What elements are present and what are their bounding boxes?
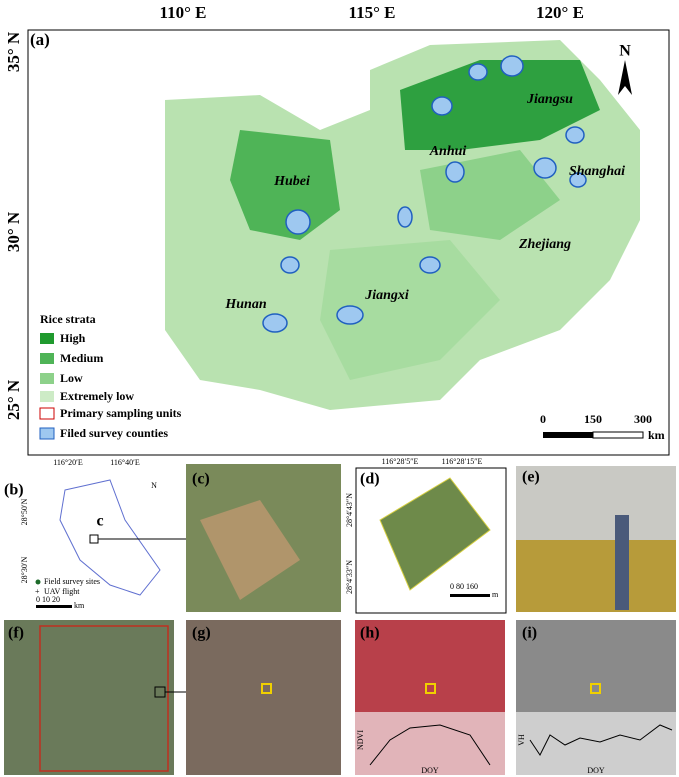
lon-label: 116°40′E [110,458,140,467]
legend-marker [35,579,41,585]
y-axis-label: VH [517,734,526,746]
scale-unit: km [74,601,85,610]
panel-c: (c) [186,464,341,612]
panel-e: (e) [516,466,676,612]
sample-box [590,683,601,694]
legend-swatch [40,333,54,344]
lat-label: 30° N [4,211,23,252]
lat-label: 28°50′N [20,498,29,525]
uav-image [379,477,491,591]
province-label: Anhui [429,144,467,159]
legend-label: Extremely low [60,389,134,403]
legend-label: Medium [60,351,103,365]
province-label: Hubei [273,174,310,189]
scale-bar [36,605,72,608]
legend-label: Primary sampling units [60,406,182,420]
panel-i: (i) VH DOY [516,620,676,775]
panel-a: (a) 110° E 115° E 120° E 35° N 30° N 25°… [4,3,670,456]
lon-label: 115° E [349,3,396,22]
region-high [400,60,600,150]
legend-label: Filed survey counties [60,426,168,440]
lon-label: 116°28′5″E [382,457,419,466]
legend-label: Field survey sites [44,577,100,586]
panel-d: (d) 116°28′5″E 116°28′15″E 28°4′43″N 28°… [345,457,507,614]
ndvi-curve [369,724,491,766]
legend-swatch [40,373,54,384]
panel-b: (b) 116°20′E 116°40′E 28°50′N 28°30′N N … [4,458,186,610]
legend-swatch [39,427,55,440]
province-label: Zhejiang [518,237,571,252]
legend-swatch [40,353,54,364]
legend-swatch [39,407,55,420]
inset-label: c [96,513,103,530]
lat-label: 25° N [4,379,23,420]
satellite-image [186,620,341,775]
study-area [39,625,169,772]
panel-label: (a) [30,30,50,49]
lon-label: 120° E [536,3,584,22]
scale-label: 150 [584,412,602,426]
legend-label: UAV flight [44,587,80,596]
rice-field [516,540,676,612]
lon-label: 116°20′E [53,458,83,467]
image-patch [200,500,300,600]
x-axis-label: DOY [587,766,605,775]
province-label: Hunan [224,297,266,312]
sample-box [261,683,272,694]
panel-label: (d) [360,471,380,488]
scale-label: 0 10 20 [36,595,60,604]
scale-bar [592,431,644,439]
north-label: N [619,43,631,60]
satellite-image [4,620,174,775]
legend-title: Rice strata [40,312,96,326]
vh-curve [529,724,673,756]
lat-label: 28°4′43″N [345,493,354,527]
panel-label: (f) [8,625,24,642]
province-label: Shanghai [569,164,625,179]
region-medium [230,130,340,240]
legend-label: High [60,331,86,345]
panel-label: (e) [522,469,540,486]
lat-label: 28°30′N [20,556,29,583]
panel-label: (g) [192,625,211,642]
north-label: N [151,481,157,490]
scale-bar [450,594,490,597]
region-low [320,240,500,380]
panel-f: (f) [4,620,186,775]
county-outline [59,479,161,596]
panel-g: (g) [186,620,341,775]
panel-h: (h) NDVI DOY [355,620,505,775]
scale-label: 0 80 160 [450,582,478,591]
lon-label: 110° E [160,3,207,22]
lon-label: 116°28′15″E [442,457,483,466]
sample-box [425,683,436,694]
x-axis-label: DOY [421,766,439,775]
province-label: Jiangxi [364,288,409,303]
lat-label: 28°4′33″N [345,560,354,594]
panel-label: (i) [522,625,537,642]
legend-marker: + [35,587,40,596]
legend-label: Low [60,371,83,385]
scale-unit: m [492,590,499,599]
panel-label: (c) [192,471,210,488]
survey-counties [262,55,587,333]
legend-swatch [40,391,54,402]
panel-label: (b) [4,482,24,499]
plot-bg [355,712,505,775]
scale-label: 300 [634,412,652,426]
plot-bg [516,712,676,775]
province-label: Jiangsu [526,92,573,107]
panel-label: (h) [360,625,380,642]
north-arrow [618,60,632,95]
scale-bar [543,432,593,438]
y-axis-label: NDVI [356,730,365,750]
scale-unit: km [648,428,665,442]
scale-label: 0 [540,412,546,426]
lat-label: 35° N [4,31,23,72]
person [615,515,629,610]
